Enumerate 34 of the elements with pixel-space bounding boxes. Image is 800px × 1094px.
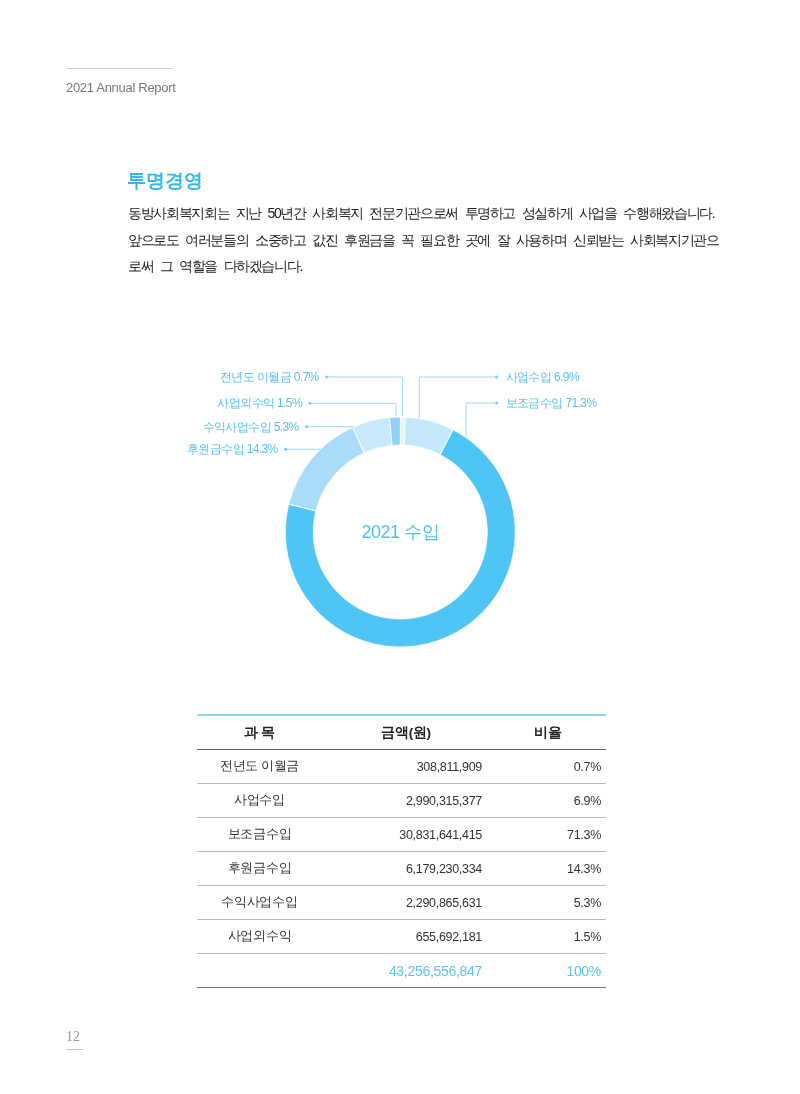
slice-label: 후원금수입 14.3% <box>186 442 279 457</box>
text: 1.5% <box>490 919 606 954</box>
slice-label: 수익사업수입 5.3% <box>202 419 300 434</box>
text: 5.3% <box>490 885 606 920</box>
chart-title: 투명경영 <box>127 169 203 193</box>
slice-label: 보조금수입 71.3% <box>505 396 598 410</box>
text: 30,831,641,415 <box>322 817 490 852</box>
text: 100% <box>490 953 606 988</box>
slice-label: 사업외수익 1.5% <box>217 396 303 411</box>
text: 6,179,230,334 <box>322 851 490 886</box>
text: 후원금수입 <box>197 851 322 886</box>
text: 사업수입 <box>197 783 322 818</box>
text: 사업외수익 <box>197 919 322 954</box>
text: 2,990,315,377 <box>322 783 490 818</box>
text: 과 목 <box>197 715 322 750</box>
text: 6.9% <box>490 783 606 818</box>
text: 12 <box>66 1028 83 1050</box>
slice-label: 전년도 이월금 0.7% <box>219 370 320 384</box>
text: 71.3% <box>490 817 606 852</box>
text: 금액(원) <box>322 715 490 750</box>
text: 비율 <box>490 715 606 750</box>
chart-subtitle: 동방사회복지회는 지난 50년간 사회복지 전문기관으로써 투명하고 성실하게 사업을 수행해왔습니다. 앞으로도 여러분들의 소중하고 값진 후원금을 꼭 필요한 곳에 잘 사용하며 신뢰받는 사회복지기관으로써 그 역할을 다하겠습니다. <box>128 204 720 276</box>
text: 전년도 이월금 <box>197 749 322 784</box>
text: 308,811,909 <box>322 749 490 784</box>
text: 0.7% <box>490 749 606 784</box>
text: 2021 Annual Report <box>66 68 176 96</box>
text: 655,692,181 <box>322 919 490 954</box>
text: 보조금수입 <box>197 817 322 852</box>
text: 수익사업수입 <box>197 885 322 920</box>
text: 14.3% <box>490 851 606 886</box>
slice-label: 사업수입 6.9% <box>505 370 580 384</box>
text: 2,290,865,631 <box>322 885 490 920</box>
text: 2021 수입 <box>361 522 440 542</box>
text: 43,256,556,847 <box>322 953 490 988</box>
